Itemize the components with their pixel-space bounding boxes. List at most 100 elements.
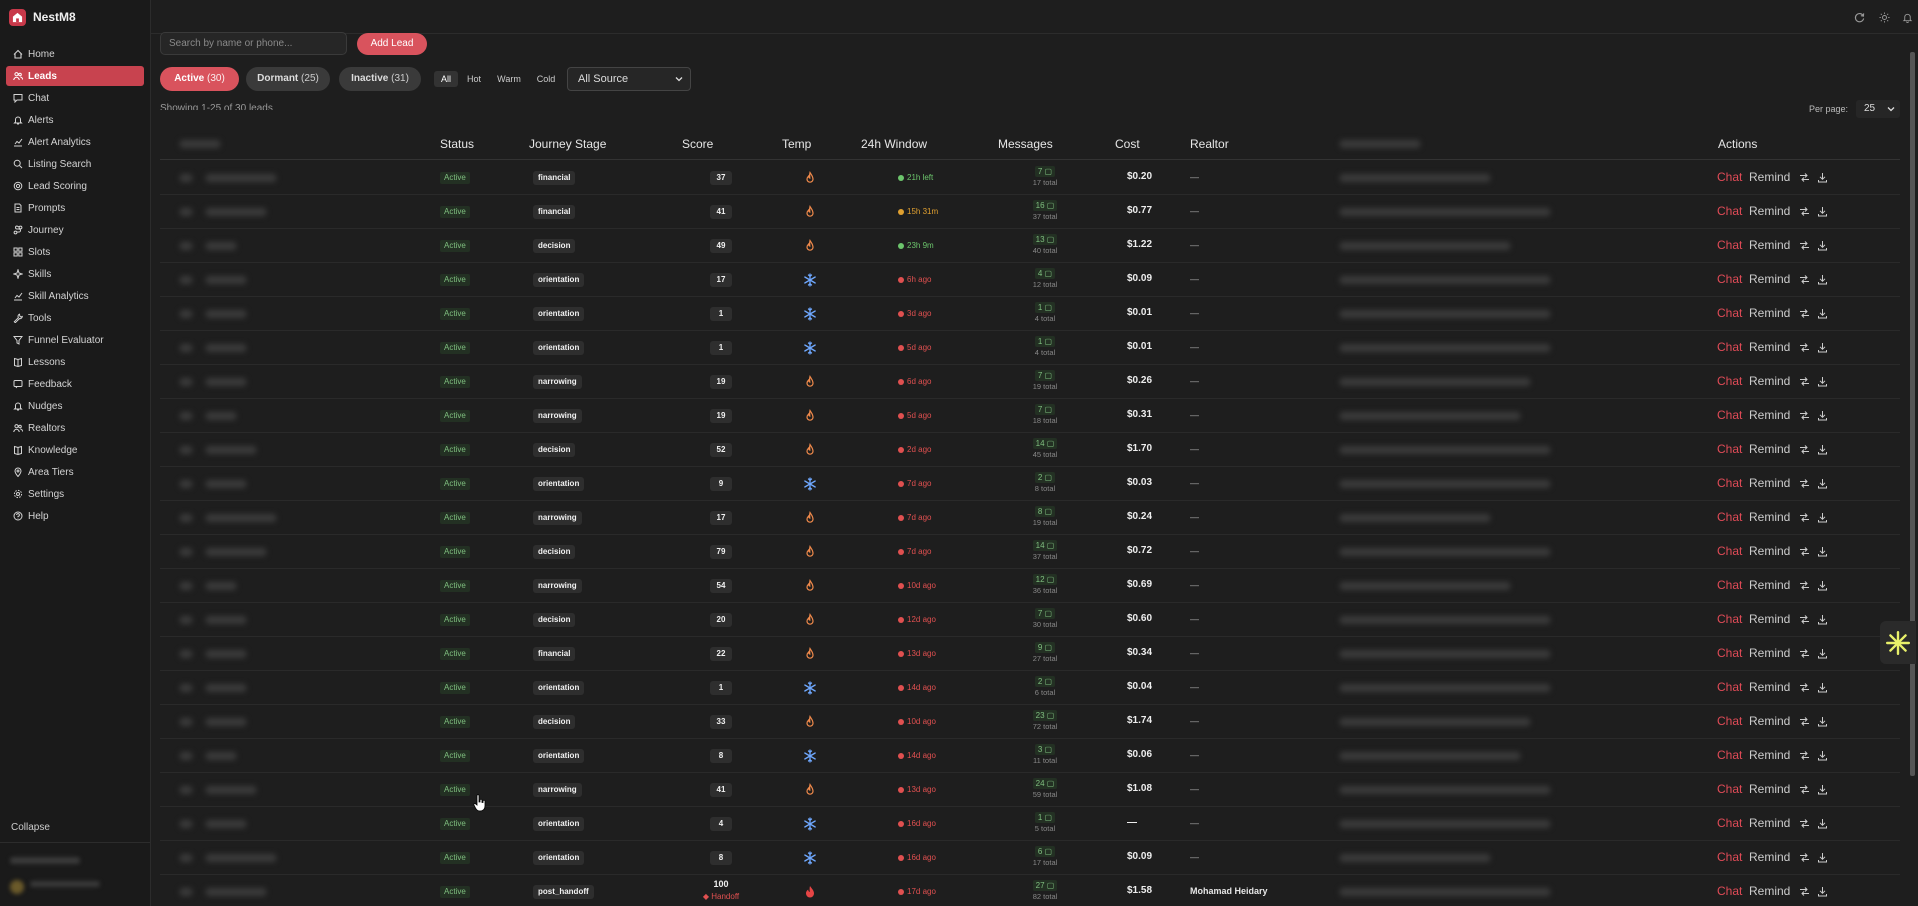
download-icon[interactable]: [1817, 750, 1828, 761]
bell-icon[interactable]: [1901, 11, 1913, 23]
sidebar-item-alert-analytics[interactable]: Alert Analytics: [6, 132, 144, 152]
handoff-icon[interactable]: [1799, 784, 1810, 795]
sidebar-item-home[interactable]: Home: [6, 44, 144, 64]
status-badge[interactable]: Active: [440, 886, 470, 898]
chat-button[interactable]: Chat: [1717, 510, 1743, 524]
status-badge[interactable]: Active: [440, 750, 470, 762]
table-row[interactable]: Active orientation 8 14d ago 3 ▢ 11 total $0.0…: [160, 739, 1900, 773]
download-icon[interactable]: [1817, 274, 1828, 285]
chat-button[interactable]: Chat: [1717, 578, 1743, 592]
handoff-icon[interactable]: [1799, 274, 1810, 285]
remind-button[interactable]: Remind: [1749, 646, 1791, 660]
remind-button[interactable]: Remind: [1749, 340, 1791, 354]
handoff-icon[interactable]: [1799, 342, 1810, 353]
chat-button[interactable]: Chat: [1717, 850, 1743, 864]
download-icon[interactable]: [1817, 172, 1828, 183]
table-row[interactable]: Active post_handoff 100 ◆ Handoff 17d ago 27 …: [160, 875, 1900, 906]
remind-button[interactable]: Remind: [1749, 782, 1791, 796]
handoff-icon[interactable]: [1799, 546, 1810, 557]
download-icon[interactable]: [1817, 886, 1828, 897]
handoff-icon[interactable]: [1799, 444, 1810, 455]
status-badge[interactable]: Active: [440, 614, 470, 626]
handoff-icon[interactable]: [1799, 750, 1810, 761]
status-badge[interactable]: Active: [440, 478, 470, 490]
handoff-icon[interactable]: [1799, 478, 1810, 489]
realtor-name[interactable]: Mohamad Heidary: [1190, 886, 1268, 896]
user-profile[interactable]: [0, 842, 150, 906]
handoff-icon[interactable]: [1799, 410, 1810, 421]
status-badge[interactable]: Active: [440, 648, 470, 660]
status-badge[interactable]: Active: [440, 342, 470, 354]
remind-button[interactable]: Remind: [1749, 578, 1791, 592]
chat-button[interactable]: Chat: [1717, 544, 1743, 558]
table-row[interactable]: Active financial 37 21h left 7 ▢ 17 total $0.2…: [160, 161, 1900, 195]
remind-button[interactable]: Remind: [1749, 510, 1791, 524]
filter-hot[interactable]: Hot: [466, 74, 481, 84]
chat-button[interactable]: Chat: [1717, 306, 1743, 320]
remind-button[interactable]: Remind: [1749, 272, 1791, 286]
table-row[interactable]: Active decision 20 12d ago 7 ▢ 30 total $0.60—…: [160, 603, 1900, 637]
sidebar-item-skills[interactable]: Skills: [6, 264, 144, 284]
table-row[interactable]: Active decision 33 10d ago 23 ▢ 72 total $1.74…: [160, 705, 1900, 739]
table-row[interactable]: Active orientation 1 14d ago 2 ▢ 6 total $0.04…: [160, 671, 1900, 705]
col-status[interactable]: Status: [440, 137, 475, 151]
remind-button[interactable]: Remind: [1749, 238, 1791, 252]
remind-button[interactable]: Remind: [1749, 816, 1791, 830]
add-lead-button[interactable]: Add Lead: [357, 33, 427, 55]
chat-button[interactable]: Chat: [1717, 714, 1743, 728]
handoff-icon[interactable]: [1799, 682, 1810, 693]
download-icon[interactable]: [1817, 852, 1828, 863]
remind-button[interactable]: Remind: [1749, 170, 1791, 184]
table-row[interactable]: Active narrowing 19 6d ago 7 ▢ 19 total $0.26—…: [160, 365, 1900, 399]
col-temp[interactable]: Temp: [782, 137, 812, 151]
remind-button[interactable]: Remind: [1749, 374, 1791, 388]
handoff-icon[interactable]: [1799, 818, 1810, 829]
sidebar-item-skill-analytics[interactable]: Skill Analytics: [6, 286, 144, 306]
sun-icon[interactable]: [1878, 11, 1890, 23]
sidebar-item-alerts[interactable]: Alerts: [6, 110, 144, 130]
table-row[interactable]: Active financial 22 13d ago 9 ▢ 27 total $0.34…: [160, 637, 1900, 671]
chat-button[interactable]: Chat: [1717, 272, 1743, 286]
remind-button[interactable]: Remind: [1749, 850, 1791, 864]
handoff-icon[interactable]: [1799, 648, 1810, 659]
chat-button[interactable]: Chat: [1717, 442, 1743, 456]
handoff-icon[interactable]: [1799, 580, 1810, 591]
chat-button[interactable]: Chat: [1717, 476, 1743, 490]
status-badge[interactable]: Active: [440, 580, 470, 592]
chat-button[interactable]: Chat: [1717, 816, 1743, 830]
table-row[interactable]: Active financial 41 15h 31m 16 ▢ 37 total $0.7…: [160, 195, 1900, 229]
download-icon[interactable]: [1817, 206, 1828, 217]
status-badge[interactable]: Active: [440, 716, 470, 728]
sidebar-item-feedback[interactable]: Feedback: [6, 374, 144, 394]
table-row[interactable]: Active narrowing 19 5d ago 7 ▢ 18 total $0.31—…: [160, 399, 1900, 433]
remind-button[interactable]: Remind: [1749, 544, 1791, 558]
remind-button[interactable]: Remind: [1749, 442, 1791, 456]
status-badge[interactable]: Active: [440, 274, 470, 286]
remind-button[interactable]: Remind: [1749, 884, 1791, 898]
chat-button[interactable]: Chat: [1717, 238, 1743, 252]
sidebar-item-funnel-evaluator[interactable]: Funnel Evaluator: [6, 330, 144, 350]
status-badge[interactable]: Active: [440, 410, 470, 422]
chat-button[interactable]: Chat: [1717, 748, 1743, 762]
assistant-widget[interactable]: [1880, 621, 1916, 664]
handoff-icon[interactable]: [1799, 716, 1810, 727]
tab-dormant[interactable]: Dormant (25): [246, 67, 330, 91]
remind-button[interactable]: Remind: [1749, 476, 1791, 490]
handoff-icon[interactable]: [1799, 512, 1810, 523]
handoff-icon[interactable]: [1799, 614, 1810, 625]
table-row[interactable]: Active narrowing 41 13d ago 24 ▢ 59 total $1.0…: [160, 773, 1900, 807]
remind-button[interactable]: Remind: [1749, 306, 1791, 320]
sidebar-item-chat[interactable]: Chat: [6, 88, 144, 108]
download-icon[interactable]: [1817, 240, 1828, 251]
status-badge[interactable]: Active: [440, 444, 470, 456]
status-badge[interactable]: Active: [440, 206, 470, 218]
handoff-icon[interactable]: [1799, 240, 1810, 251]
table-row[interactable]: Active decision 79 7d ago 14 ▢ 37 total $0.72—…: [160, 535, 1900, 569]
sidebar-item-knowledge[interactable]: Knowledge: [6, 440, 144, 460]
remind-button[interactable]: Remind: [1749, 408, 1791, 422]
download-icon[interactable]: [1817, 648, 1828, 659]
status-badge[interactable]: Active: [440, 308, 470, 320]
table-row[interactable]: Active orientation 8 16d ago 6 ▢ 17 total $0.0…: [160, 841, 1900, 875]
refresh-icon[interactable]: [1853, 11, 1865, 23]
table-row[interactable]: Active decision 49 23h 9m 13 ▢ 40 total $1.22—…: [160, 229, 1900, 263]
